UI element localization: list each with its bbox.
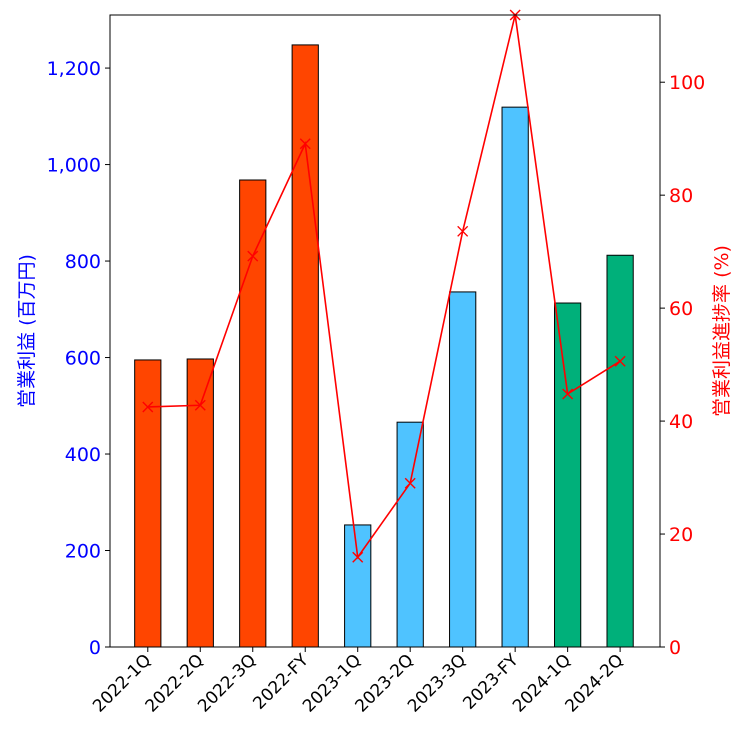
left-tick-label: 800 [65, 251, 101, 273]
bars [134, 44, 634, 648]
right-tick-label: 100 [669, 72, 705, 94]
left-axis: 0 200 400 600 800 1,000 1,200 [47, 58, 110, 659]
marker-2022-1Q [142, 401, 154, 413]
bar-2022-1Q [134, 359, 162, 648]
right-axis: 0 20 40 60 80 100 [660, 72, 705, 659]
left-axis-label: 営業利益 (百万円) [16, 254, 38, 408]
marker-2023-1Q [352, 551, 364, 563]
bar-2023-2Q [396, 421, 424, 648]
right-tick-label: 0 [669, 637, 681, 659]
right-tick-label: 60 [669, 298, 693, 320]
bar-2022-2Q [186, 358, 214, 648]
progress-line-path [147, 14, 621, 560]
bar-2023-FY [501, 106, 529, 648]
x-tick-label: 2023-3Q [404, 650, 470, 716]
bar-2024-1Q [554, 302, 582, 648]
marker-2022-3Q [247, 250, 259, 262]
bar-2024-2Q [606, 254, 634, 648]
left-tick-label: 600 [65, 348, 101, 370]
bar-2023-3Q [449, 291, 477, 648]
left-tick-label: 0 [89, 637, 101, 659]
left-tick-label: 200 [65, 541, 101, 563]
bar-2022-FY [291, 44, 319, 648]
progress-line [142, 9, 626, 563]
plot-frame [109, 14, 661, 648]
x-tick-label: 2024-2Q [561, 650, 627, 716]
marker-2024-1Q [562, 388, 574, 400]
x-axis: 2022-1Q2022-2Q2022-3Q2022-FY2023-1Q2023-… [89, 647, 628, 717]
right-tick-label: 80 [669, 185, 693, 207]
right-tick-label: 40 [669, 411, 693, 433]
right-axis-label: 営業利益進捗率 (%) [711, 245, 733, 417]
marker-2024-2Q [614, 355, 626, 367]
bar-2022-3Q [239, 179, 267, 648]
left-tick-label: 1,200 [47, 58, 101, 80]
marker-2022-2Q [194, 399, 206, 411]
marker-2023-2Q [404, 477, 416, 489]
right-tick-label: 20 [669, 524, 693, 546]
marker-2023-3Q [457, 225, 469, 237]
left-tick-label: 400 [65, 444, 101, 466]
x-tick-label: 2022-3Q [194, 650, 260, 716]
marker-2022-FY [299, 138, 311, 150]
left-tick-label: 1,000 [47, 155, 101, 177]
